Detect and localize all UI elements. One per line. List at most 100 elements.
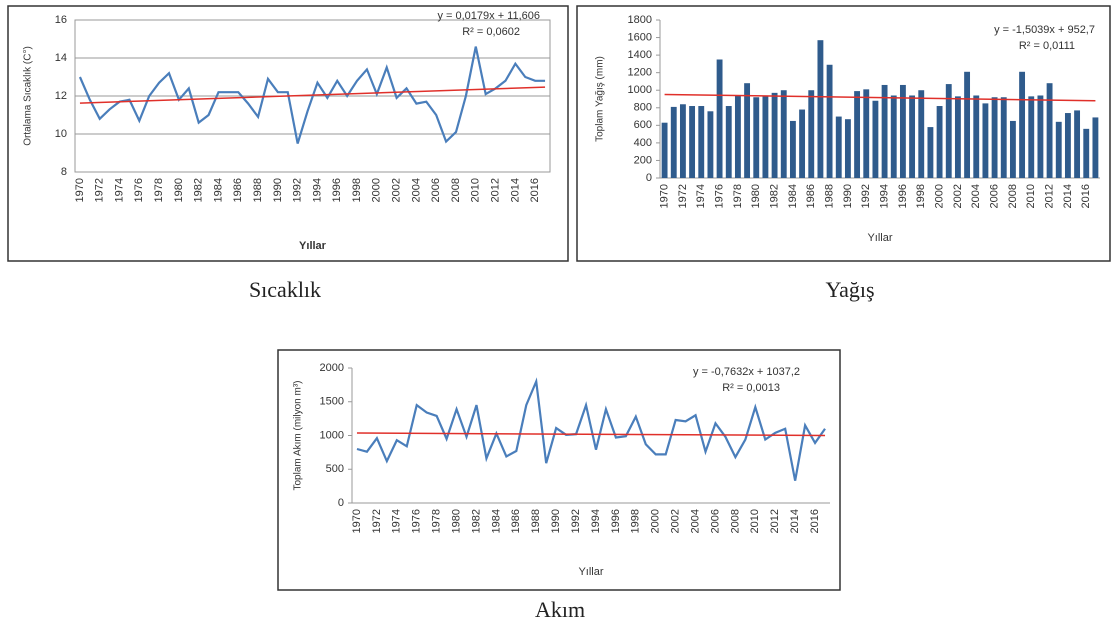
y-axis-label: Toplam Akım (milyon m³) [293,380,304,490]
bar [707,111,714,178]
bar [872,100,879,178]
trend-line [79,86,546,104]
x-tick-label: 1984 [787,184,799,208]
bar [936,106,943,178]
bar [1019,71,1026,178]
y-tick-label: 500 [326,463,344,475]
bar [1028,96,1035,178]
x-tick-label: 2002 [952,184,964,208]
bar [881,84,888,178]
x-tick-label: 2002 [391,178,403,202]
x-tick-label: 1982 [470,509,482,533]
x-tick-label: 1990 [550,509,562,533]
y-tick-label: 400 [634,137,652,149]
x-tick-label: 2008 [450,178,462,202]
trend-r2: R² = 0,0602 [462,26,520,38]
bar [973,95,980,178]
x-tick-label: 1978 [732,184,744,208]
x-tick-label: 2006 [988,184,1000,208]
bar [854,91,861,178]
x-tick-label: 2016 [1080,184,1092,208]
x-tick-label: 2004 [410,178,422,202]
x-tick-label: 1978 [431,509,443,533]
x-tick-label: 2016 [809,509,821,533]
y-axis-label: Ortalama Sıcaklık (C°) [23,46,34,146]
x-tick-label: 1978 [153,178,165,202]
y-tick-label: 1400 [628,49,652,61]
y-tick-label: 0 [338,497,344,509]
plot-frame [74,19,551,173]
bar [753,97,760,178]
x-tick-label: 1990 [272,178,284,202]
x-tick-label: 1970 [351,509,363,533]
x-tick-label: 2016 [529,178,541,202]
bar [661,122,668,178]
x-tick-label: 1984 [212,178,224,202]
x-tick-label: 2010 [1025,184,1037,208]
y-tick-label: 10 [55,128,67,140]
bar [670,106,677,178]
x-tick-label: 1980 [450,509,462,533]
x-tick-label: 2006 [430,178,442,202]
x-tick-label: 1972 [94,178,106,202]
y-tick-label: 8 [61,166,67,178]
bar [789,120,796,178]
y-tick-label: 800 [634,102,652,114]
panel-frame [277,349,841,591]
x-tick-label: 2000 [650,509,662,533]
bar [1074,110,1081,178]
x-tick-label: 1982 [193,178,205,202]
x-tick-label: 1988 [252,178,264,202]
bar [1009,120,1016,178]
x-tick-label: 2008 [1007,184,1019,208]
caption: Akım [535,597,585,622]
trend-line [664,93,1096,102]
x-tick-label: 1996 [610,509,622,533]
y-tick-label: 1000 [628,84,652,96]
x-tick-label: 1974 [695,184,707,208]
x-tick-label: 2010 [749,509,761,533]
y-tick-label: 1500 [320,396,344,408]
x-tick-label: 1986 [232,178,244,202]
bar [945,84,952,178]
bar [1046,83,1053,178]
bar [826,64,833,178]
x-tick-label: 2014 [1062,184,1074,208]
x-tick-label: 2000 [371,178,383,202]
y-tick-label: 1000 [320,429,344,441]
data-line [78,46,546,144]
bar [698,106,705,178]
x-tick-label: 1986 [805,184,817,208]
y-tick-label: 1800 [628,14,652,26]
trend-line [356,432,826,437]
bar [734,95,741,178]
y-tick-label: 600 [634,119,652,131]
bar [964,71,971,178]
x-axis-label: Yıllar [867,232,892,244]
bar [1055,121,1062,178]
bar [744,83,751,178]
bar [982,103,989,178]
trend-equation: y = -0,7632x + 1037,2 [693,366,800,378]
y-tick-label: 14 [55,52,67,64]
x-tick-label: 1998 [915,184,927,208]
x-tick-label: 1994 [878,184,890,208]
trend-r2: R² = 0,0111 [1019,40,1075,52]
bar [863,89,870,178]
x-tick-label: 1974 [113,178,125,202]
bar [899,84,906,178]
x-tick-label: 1994 [590,509,602,533]
trend-r2: R² = 0,0013 [722,382,780,394]
bar [1064,113,1071,178]
x-tick-label: 2012 [1043,184,1055,208]
bar [835,116,842,178]
x-tick-label: 2014 [789,509,801,533]
caption: Yağış [825,277,874,302]
x-tick-label: 1988 [823,184,835,208]
bar [991,97,998,178]
x-tick-label: 1972 [677,184,689,208]
trend-equation: y = -1,5039x + 952,7 [994,24,1095,36]
y-tick-label: 16 [55,14,67,26]
x-tick-label: 1996 [331,178,343,202]
